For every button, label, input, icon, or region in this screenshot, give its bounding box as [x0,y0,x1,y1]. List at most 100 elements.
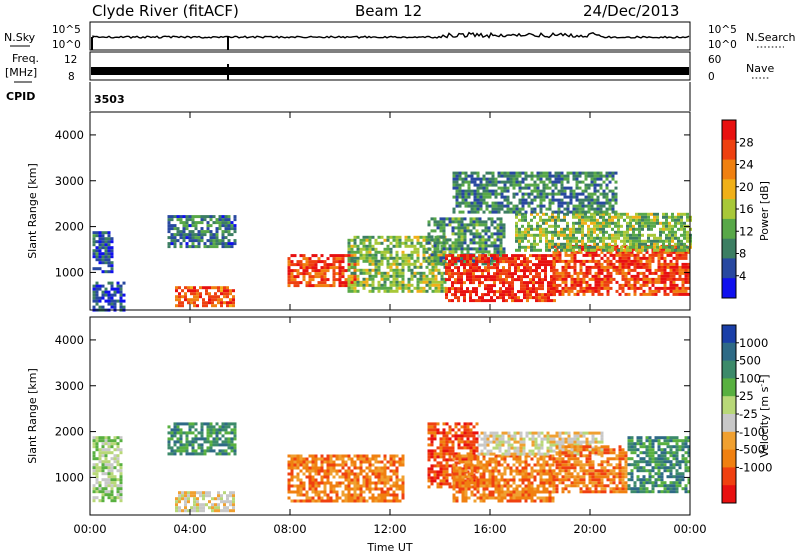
data-cell [185,221,189,225]
data-cell [427,256,431,260]
data-cell [113,499,117,503]
data-cell [320,254,324,258]
data-cell [101,478,105,482]
data-cell [599,204,603,208]
data-cell [188,218,192,222]
data-cell [505,254,508,258]
data-cell [368,289,372,293]
data-cell [176,440,180,444]
data-cell [668,248,671,252]
data-cell [467,195,471,199]
data-cell [499,278,502,282]
data-cell [208,301,211,305]
data-cell [427,485,431,489]
data-cell [439,235,443,239]
data-cell [476,198,480,202]
data-cell [436,446,440,450]
data-cell [675,271,679,275]
data-cell [398,499,402,503]
data-cell [484,278,487,282]
data-cell [650,224,653,228]
data-cell [197,233,201,237]
data-cell [494,207,498,211]
data-cell [218,224,222,228]
data-cell [545,239,548,243]
data-cell [605,212,608,216]
data-cell [215,218,219,222]
data-cell [671,236,674,240]
data-cell [229,298,232,302]
data-cell [454,461,458,465]
data-cell [101,442,105,446]
data-cell [509,493,513,497]
data-cell [170,218,174,222]
data-cell [520,299,523,303]
data-cell [557,189,561,193]
data-cell [98,484,102,488]
data-cell [398,463,402,467]
data-cell [460,254,463,258]
data-cell [496,217,500,221]
data-cell [503,460,507,464]
data-cell [338,281,342,285]
data-cell [629,239,632,243]
data-cell [672,292,676,296]
data-cell [636,259,640,263]
data-cell [224,227,228,231]
data-cell [433,422,437,426]
data-cell [475,235,479,239]
data-cell [611,248,614,252]
data-cell [532,290,535,294]
data-cell [677,248,680,252]
data-cell [647,218,650,222]
data-cell [338,481,342,485]
data-cell [383,484,387,488]
data-cell [614,233,617,237]
data-cell [487,260,490,264]
data-cell [681,271,685,275]
data-cell [430,449,434,453]
data-cell [469,275,472,279]
data-cell [605,198,609,202]
data-cell [167,446,171,450]
data-cell [603,268,607,272]
data-cell [434,262,438,266]
data-cell [220,289,223,293]
data-cell [487,287,490,291]
data-cell [671,239,674,243]
data-cell [494,192,498,196]
data-cell [551,218,554,222]
data-cell [599,207,603,211]
data-cell [581,171,585,175]
data-cell [209,230,213,234]
data-cell [608,207,612,211]
data-cell [205,286,208,290]
data-cell [217,298,220,302]
data-cell [451,428,455,432]
data-cell [214,292,217,296]
data-cell [202,494,205,498]
data-cell [218,218,222,222]
data-cell [442,229,446,233]
data-cell [587,186,591,190]
data-cell [515,487,519,491]
data-cell [560,183,564,187]
data-cell [455,484,459,488]
data-cell [92,445,96,449]
data-cell [353,271,357,275]
data-cell [457,238,461,242]
data-cell [470,469,474,473]
data-cell [467,481,471,485]
data-cell [515,230,518,234]
data-cell [460,437,464,441]
data-cell [484,229,488,233]
data-cell [104,442,108,446]
data-cell [656,215,659,219]
data-cell [503,454,507,458]
data-cell [404,262,408,266]
data-cell [332,469,336,473]
data-cell [575,198,579,202]
data-cell [311,260,315,264]
data-cell [347,490,351,494]
data-cell [500,487,504,491]
